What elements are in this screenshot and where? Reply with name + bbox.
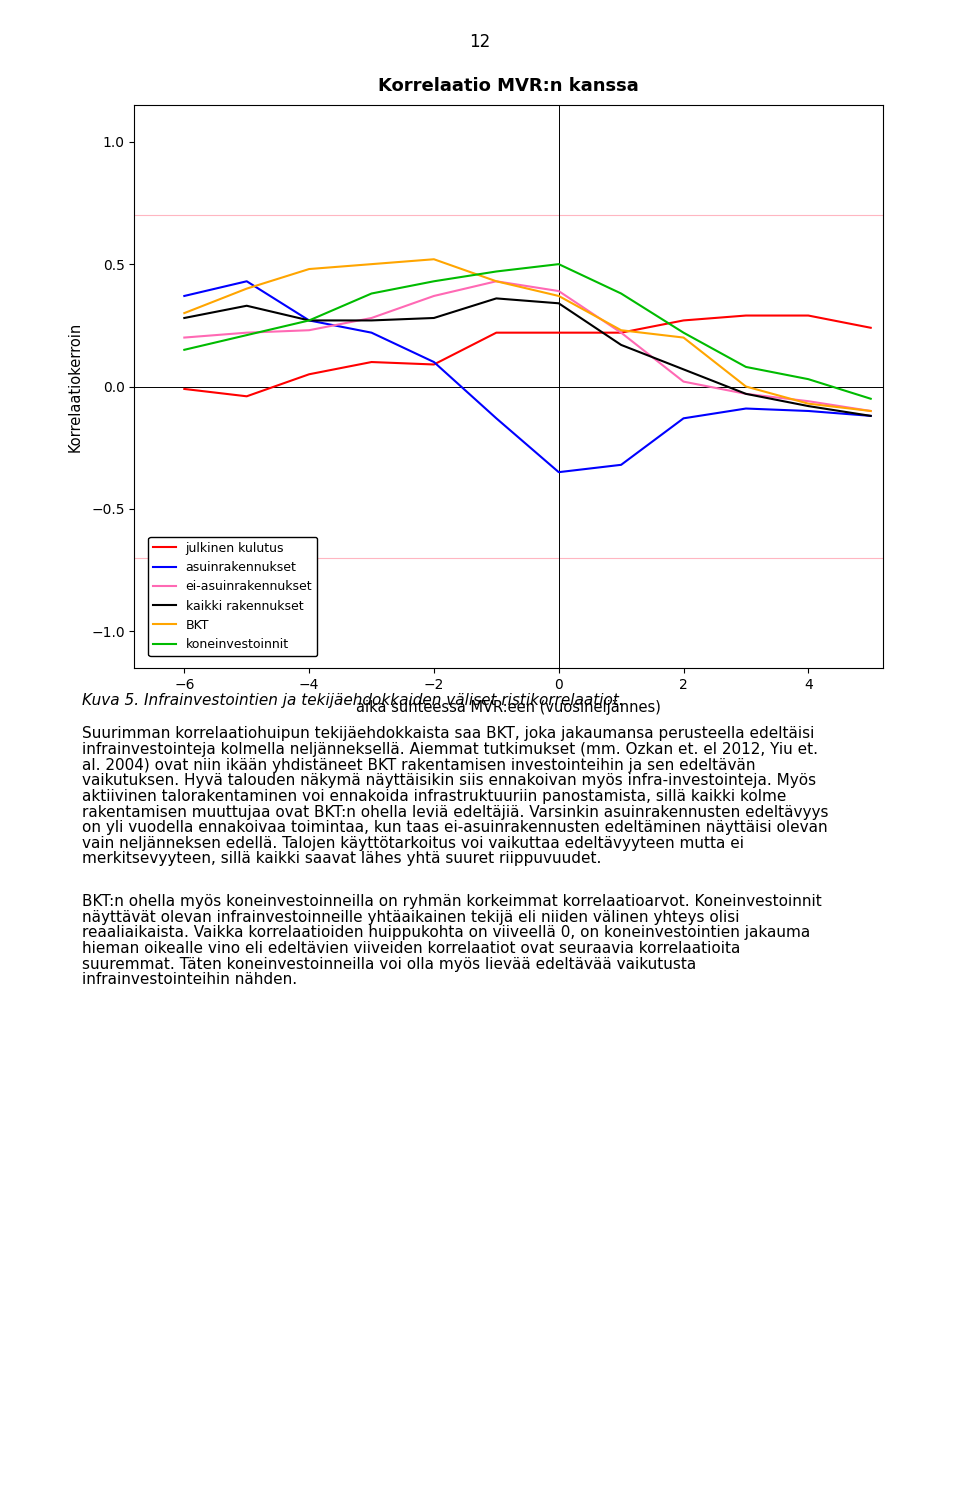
Legend: julkinen kulutus, asuinrakennukset, ei-asuinrakennukset, kaikki rakennukset, BKT: julkinen kulutus, asuinrakennukset, ei-a… [148, 537, 317, 656]
Text: merkitsevyyteen, sillä kaikki saavat lähes yhtä suuret riippuvuudet.: merkitsevyyteen, sillä kaikki saavat läh… [82, 851, 601, 866]
Text: vain neljänneksen edellä. Talojen käyttötarkoitus voi vaikuttaa edeltävyyteen mu: vain neljänneksen edellä. Talojen käyttö… [82, 836, 744, 851]
Text: hieman oikealle vino eli edeltävien viiveiden korrelaatiot ovat seuraavia korrel: hieman oikealle vino eli edeltävien viiv… [82, 941, 740, 956]
Text: reaaliaikaista. Vaikka korrelaatioiden huippukohta on viiveellä 0, on koneinvest: reaaliaikaista. Vaikka korrelaatioiden h… [82, 925, 810, 940]
Text: Kuva 5. Infrainvestointien ja tekijäehdokkaiden väliset ristikorrelaatiot.: Kuva 5. Infrainvestointien ja tekijäehdo… [82, 693, 623, 708]
Text: BKT:n ohella myös koneinvestoinneilla on ryhmän korkeimmat korrelaatioarvot. Kon: BKT:n ohella myös koneinvestoinneilla on… [82, 895, 822, 910]
Text: suuremmat. Täten koneinvestoinneilla voi olla myös lievää edeltävää vaikutusta: suuremmat. Täten koneinvestoinneilla voi… [82, 956, 696, 971]
Text: Suurimman korrelaatiohuipun tekijäehdokkaista saa BKT, joka jakaumansa perusteel: Suurimman korrelaatiohuipun tekijäehdokk… [82, 726, 814, 741]
Text: näyttävät olevan infrainvestoinneille yhtäaikainen tekijä eli niiden välinen yht: näyttävät olevan infrainvestoinneille yh… [82, 910, 739, 925]
Text: rakentamisen muuttujaa ovat BKT:n ohella leviä edeltäjiä. Varsinkin asuinrakennu: rakentamisen muuttujaa ovat BKT:n ohella… [82, 805, 828, 820]
X-axis label: aika suhteessa MVR:een (vuosineljännes): aika suhteessa MVR:een (vuosineljännes) [356, 699, 661, 714]
Text: 12: 12 [469, 33, 491, 51]
Title: Korrelaatio MVR:n kanssa: Korrelaatio MVR:n kanssa [378, 77, 639, 95]
Text: infrainvestointeja kolmella neljänneksellä. Aiemmat tutkimukset (mm. Ozkan et. e: infrainvestointeja kolmella neljänneksel… [82, 741, 818, 757]
Text: aktiivinen talorakentaminen voi ennakoida infrastruktuuriin panostamista, sillä : aktiivinen talorakentaminen voi ennakoid… [82, 790, 786, 805]
Y-axis label: Korrelaatiokerroin: Korrelaatiokerroin [68, 321, 83, 452]
Text: vaikutuksen. Hyvä talouden näkymä näyttäisikin siis ennakoivan myös infra-invest: vaikutuksen. Hyvä talouden näkymä näyttä… [82, 773, 816, 788]
Text: al. 2004) ovat niin ikään yhdistäneet BKT rakentamisen investointeihin ja sen ed: al. 2004) ovat niin ikään yhdistäneet BK… [82, 758, 756, 773]
Text: on yli vuodella ennakoivaa toimintaa, kun taas ei-asuinrakennusten edeltäminen n: on yli vuodella ennakoivaa toimintaa, ku… [82, 820, 828, 835]
Text: infrainvestointeihin nähden.: infrainvestointeihin nähden. [82, 973, 297, 988]
